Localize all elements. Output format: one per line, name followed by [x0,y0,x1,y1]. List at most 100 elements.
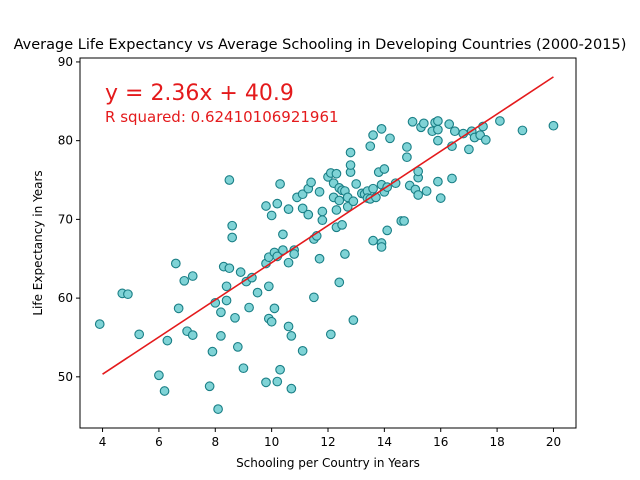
data-point [317,215,328,226]
data-point [244,302,254,313]
data-point [309,292,319,303]
x-tick-label: 12 [320,435,335,449]
data-point [232,342,243,352]
data-point [368,130,378,140]
data-point [216,307,226,318]
data-point [433,176,443,187]
data-point [261,377,271,388]
data-point [272,198,283,209]
data-point [365,141,376,152]
data-point [235,267,246,277]
data-point [382,225,393,236]
data-point [317,206,328,217]
data-point [413,190,424,200]
data-point [227,220,238,231]
data-point [275,179,285,189]
x-tick-label: 6 [155,435,163,449]
data-point [283,204,294,214]
data-point [402,152,412,163]
data-point [170,258,181,269]
y-tick-label: 80 [58,134,73,148]
data-point [464,144,474,155]
data-point [449,126,460,137]
data-point [306,177,316,188]
x-tick-label: 16 [433,435,448,449]
data-point [221,281,232,292]
data-point [207,346,218,357]
data-point [348,315,359,326]
data-point [283,321,294,332]
data-point [413,166,424,177]
data-point [221,295,232,306]
regression-line [102,76,554,375]
r-squared-label: R squared: 0.62410106921961 [105,108,339,126]
data-point [173,303,184,314]
regression-layer [102,76,554,375]
data-point [368,183,378,194]
data-point [252,287,263,298]
points-layer [94,116,559,414]
data-point [263,281,274,292]
y-tick-label: 70 [58,212,73,226]
data-point [224,175,235,185]
x-tick-label: 4 [99,435,107,449]
data-point [269,303,280,314]
data-point [278,229,288,240]
data-point [187,271,198,281]
data-point [348,196,359,207]
data-point [162,335,173,346]
data-point [345,160,356,170]
y-axis-label: Life Expectancy in Years [31,170,45,315]
data-point [154,370,164,381]
data-point [272,376,283,387]
data-point [325,329,336,340]
y-tick-label: 90 [58,55,73,69]
x-tick-label: 18 [489,435,504,449]
data-point [385,133,395,144]
data-point [266,210,277,221]
data-point [238,363,249,374]
data-point [314,253,325,264]
data-point [314,186,325,197]
data-point [179,275,190,286]
data-point [433,116,443,126]
data-point [261,201,271,211]
data-point [340,249,350,259]
data-point [480,135,491,145]
data-point [407,116,418,127]
data-point [334,195,345,206]
data-point [345,147,356,158]
data-point [337,220,347,230]
y-tick-label: 50 [58,370,73,384]
data-point [187,330,198,340]
data-point [435,193,446,203]
x-tick-label: 8 [211,435,219,449]
data-point [227,232,238,243]
data-point [548,120,559,131]
data-point [266,316,277,327]
x-tick-label: 10 [264,435,279,449]
data-point [368,235,378,246]
x-tick-label: 20 [546,435,561,449]
data-point [286,383,297,394]
x-axis-ticks: 4 6 8 10 12 14 16 18 20 [99,428,561,449]
data-point [376,242,387,252]
y-axis-ticks: 50 60 70 80 90 [58,55,80,384]
data-point [418,118,429,129]
data-point [379,164,390,174]
data-point [376,124,387,134]
data-point [213,404,223,414]
data-point [283,257,294,268]
data-point [495,116,505,126]
data-point [447,173,457,184]
data-point [334,277,345,288]
data-point [286,331,297,341]
data-point [204,381,215,392]
chart-title: Average Life Expectancy vs Average Schoo… [14,37,627,53]
data-point [444,119,455,129]
data-point [216,331,226,341]
regression-equation: y = 2.36x + 40.9 [105,81,294,106]
data-point [123,289,133,300]
data-point [134,329,145,340]
